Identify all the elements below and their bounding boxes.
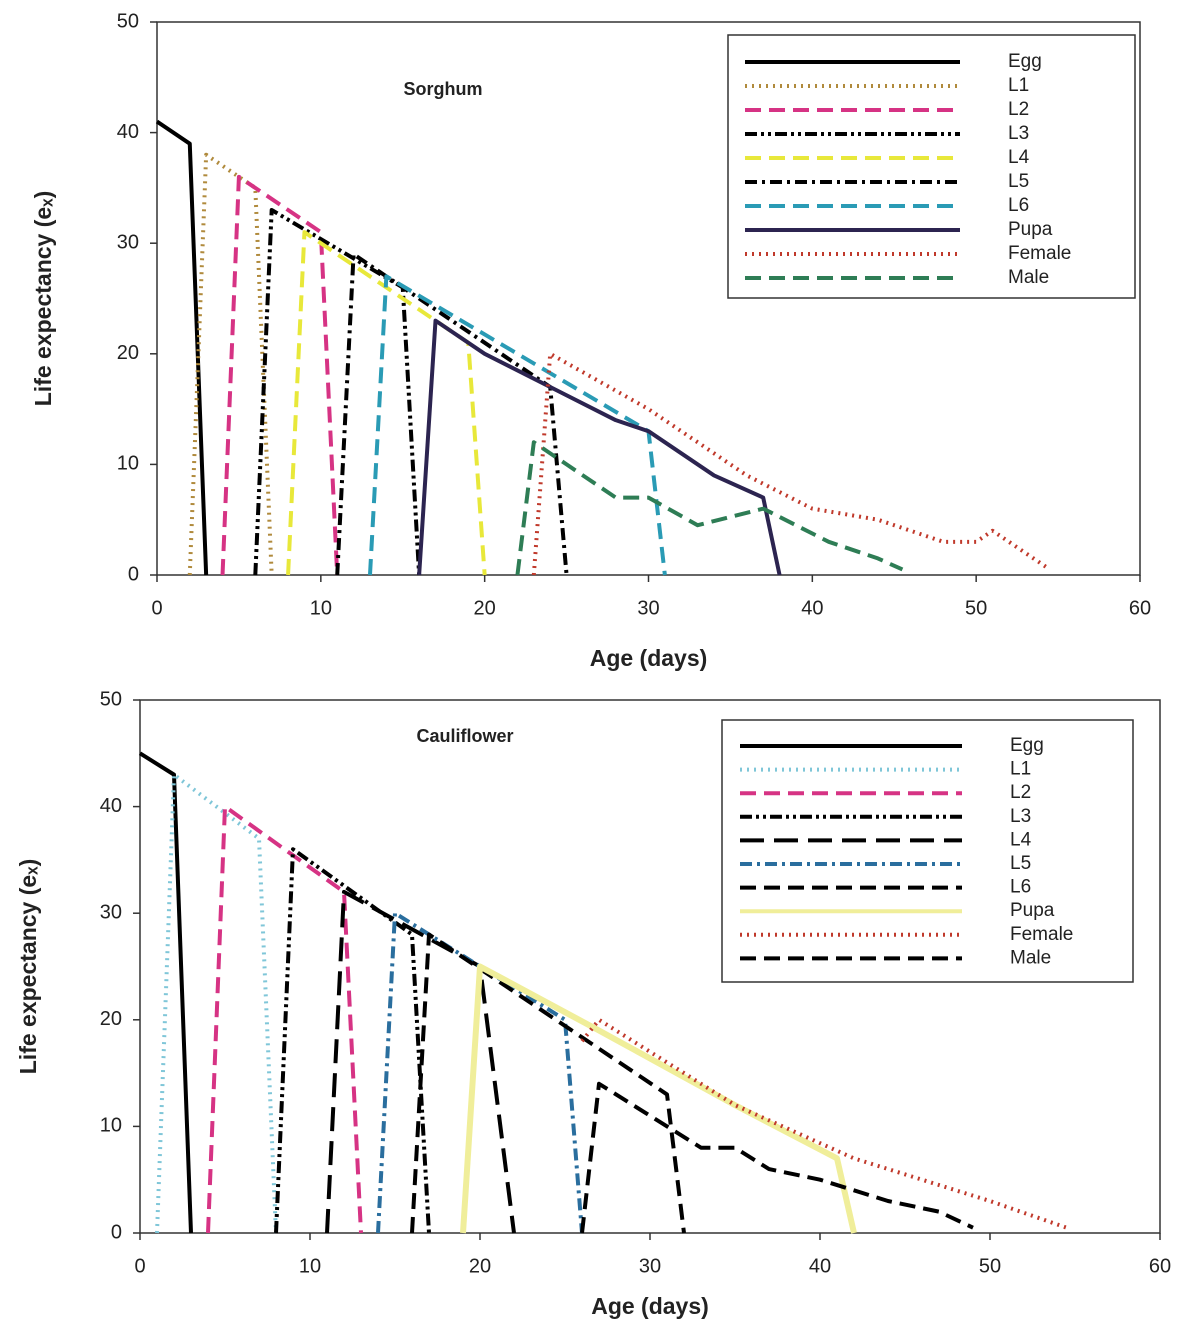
chart-panel: 0 10 20 30 40 50 60 0 10 20 30 40 50 Age (days) Life e…	[15, 688, 1171, 1319]
x-tick-label: 50	[979, 1255, 1001, 1277]
y-tick-label: 0	[111, 1221, 122, 1243]
legend-label: Pupa	[1008, 219, 1053, 240]
legend-label: L6	[1008, 195, 1029, 216]
series-line	[155, 119, 209, 576]
x-tick-label: 0	[151, 597, 162, 619]
chart-panel: 0 10 20 30 40 50 60 0 10 20 30 40 50 Age (days) Life e…	[30, 10, 1151, 671]
legend: Egg L1 L2 L3 L4 L5 L6 Pupa Female Male	[727, 34, 1136, 299]
series-line	[531, 351, 1052, 576]
legend-label: Egg	[1010, 735, 1044, 756]
y-tick-label: 20	[117, 342, 139, 364]
series-line	[187, 152, 274, 576]
series-line	[460, 963, 857, 1234]
x-axis-label: Age (days)	[591, 1293, 709, 1319]
series-line	[580, 1081, 974, 1234]
legend-label: L2	[1008, 99, 1029, 120]
x-tick-label: 20	[474, 597, 496, 619]
series-line	[367, 274, 667, 576]
chart-title: Sorghum	[404, 79, 483, 99]
legend-label: Female	[1008, 243, 1071, 264]
legend-label: Egg	[1008, 51, 1042, 72]
legend-label: L5	[1008, 171, 1029, 192]
x-tick-label: 30	[637, 597, 659, 619]
y-tick-label: 50	[100, 688, 122, 710]
series-line	[417, 318, 782, 576]
y-axis-label: Life expectancy (eₓ)	[15, 859, 41, 1075]
legend-label: Male	[1010, 947, 1051, 968]
y-tick-label: 40	[100, 795, 122, 817]
legend-label: L1	[1010, 759, 1031, 780]
x-tick-label: 30	[639, 1255, 661, 1277]
y-tick-label: 20	[100, 1008, 122, 1030]
legend-label: L4	[1010, 829, 1032, 850]
legend-label: Male	[1008, 267, 1049, 288]
x-axis-label: Age (days)	[590, 645, 708, 671]
y-tick-label: 50	[117, 10, 139, 32]
legend-box	[721, 719, 1134, 983]
y-tick-label: 40	[117, 121, 139, 143]
series-line	[138, 751, 193, 1234]
y-tick-label: 30	[117, 231, 139, 253]
x-tick-label: 50	[965, 597, 987, 619]
y-tick-label: 0	[128, 563, 139, 585]
x-tick-label: 10	[299, 1255, 321, 1277]
legend-label: L1	[1008, 75, 1029, 96]
series-line	[515, 440, 904, 576]
chart-title: Cauliflower	[416, 726, 513, 746]
y-tick-label: 10	[117, 453, 139, 475]
legend-label: L4	[1008, 147, 1030, 168]
series-line	[335, 252, 569, 576]
legend-label: L2	[1010, 782, 1031, 803]
x-tick-label: 0	[134, 1255, 145, 1277]
legend-label: L6	[1010, 877, 1031, 898]
x-tick-label: 10	[310, 597, 332, 619]
x-tick-label: 60	[1129, 597, 1151, 619]
series-line	[274, 847, 431, 1234]
series-line	[410, 932, 686, 1234]
y-tick-label: 10	[100, 1115, 122, 1137]
y-tick-label: 30	[100, 901, 122, 923]
x-tick-label: 40	[801, 597, 823, 619]
legend-label: L5	[1010, 853, 1031, 874]
legend-label: Female	[1010, 924, 1073, 945]
legend-label: Pupa	[1010, 900, 1055, 921]
x-tick-label: 40	[809, 1255, 831, 1277]
series-line	[155, 772, 278, 1234]
series-line	[325, 889, 516, 1234]
x-tick-label: 60	[1149, 1255, 1171, 1277]
series-line	[220, 174, 340, 576]
legend-label: L3	[1010, 806, 1031, 827]
series-line	[376, 911, 584, 1234]
series-line	[253, 208, 422, 576]
series-line	[580, 1017, 1068, 1230]
legend-box	[727, 34, 1136, 299]
legend-label: L3	[1008, 123, 1029, 144]
x-tick-label: 20	[469, 1255, 491, 1277]
y-axis-label: Life expectancy (eₓ)	[30, 191, 56, 407]
